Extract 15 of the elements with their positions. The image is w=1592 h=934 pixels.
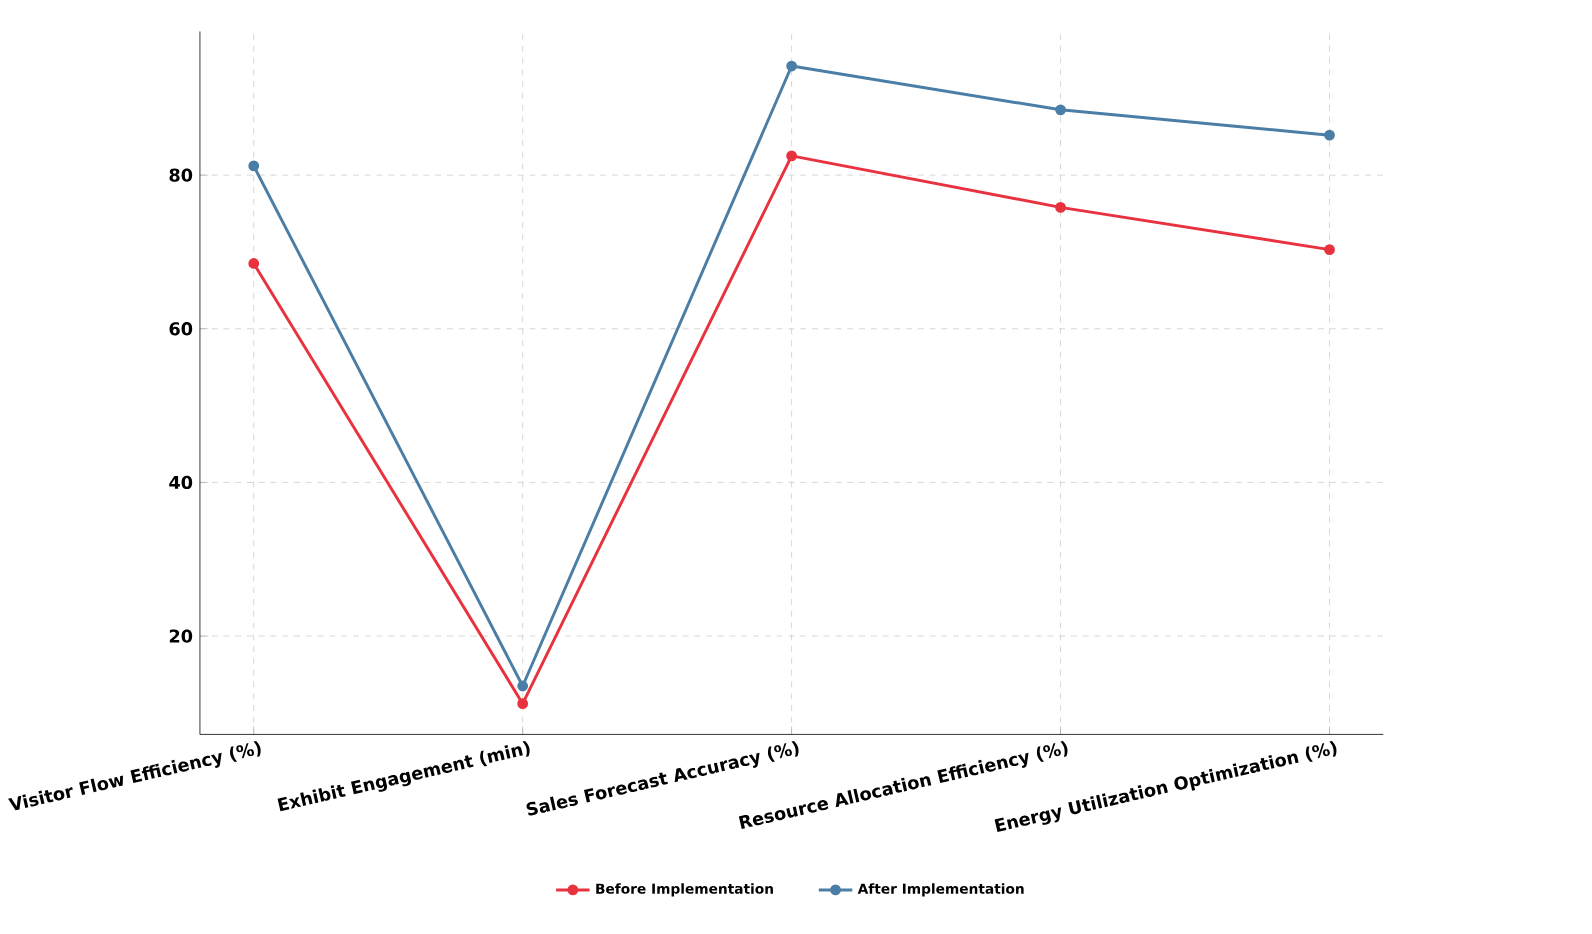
point <box>1324 130 1335 141</box>
y-tick-label: 40 <box>169 476 193 490</box>
point <box>248 160 260 172</box>
y-tick-label: 80 <box>169 168 193 183</box>
point <box>786 60 798 72</box>
point <box>1055 202 1066 214</box>
x-tick-label: Visitor Flow Efficiency (%) <box>8 741 261 811</box>
y-tick-label: 60 <box>169 322 193 336</box>
point <box>517 680 529 692</box>
point <box>248 258 260 270</box>
point <box>1324 244 1335 256</box>
point <box>517 698 529 710</box>
point <box>786 150 798 162</box>
point <box>1055 104 1066 116</box>
y-tick-label: 20 <box>169 629 193 644</box>
